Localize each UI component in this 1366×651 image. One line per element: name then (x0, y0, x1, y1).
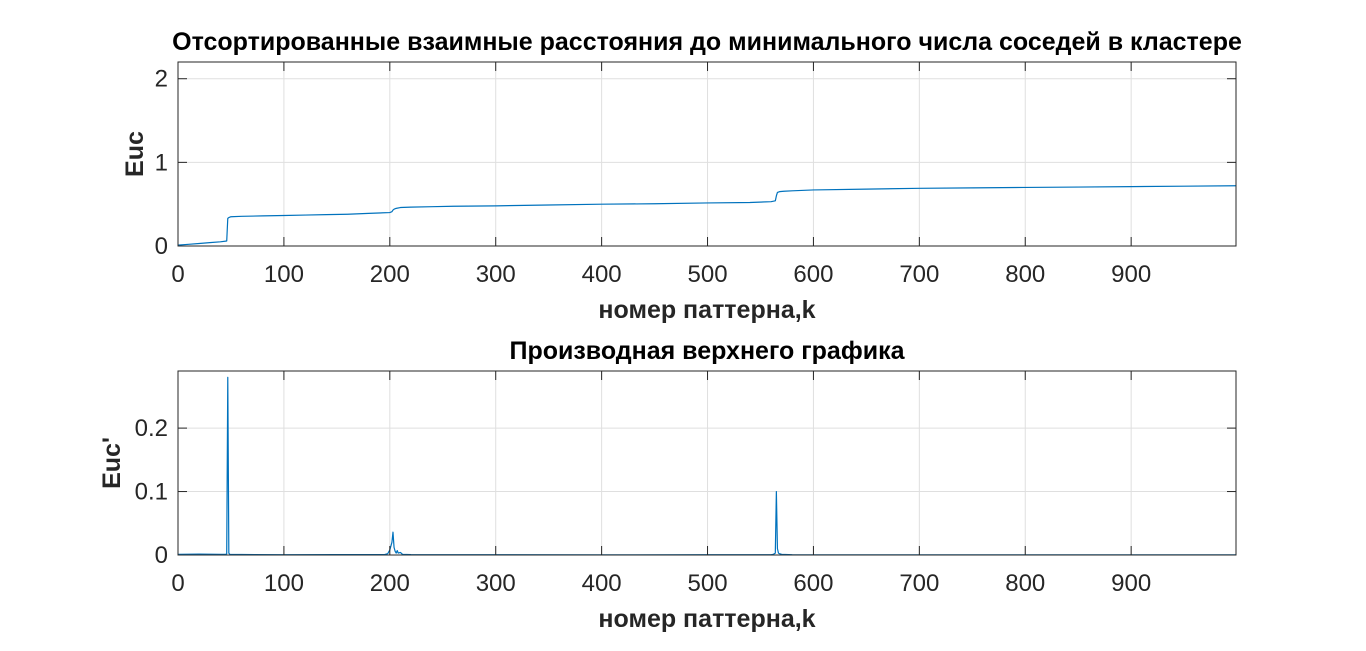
chart-title: Отсортированные взаимные расстояния до м… (172, 28, 1242, 56)
x-axis-label: номер паттерна,k (598, 296, 815, 324)
x-tick-label: 0 (171, 261, 184, 288)
y-tick-label: 0.1 (135, 479, 168, 506)
y-tick-label: 2 (155, 66, 168, 93)
x-tick-label: 200 (370, 570, 410, 597)
subplot-2: 0 100 200 300 400 500 600 700 800 900 0 0.1 0.2 Произ… (98, 337, 1237, 633)
x-tick-label: 100 (264, 570, 304, 597)
x-tick-label: 400 (582, 570, 622, 597)
x-tick-label: 300 (476, 261, 516, 288)
axes-frame (177, 61, 1237, 247)
x-axis-label: номер паттерна,k (598, 605, 815, 633)
x-tick-label: 300 (476, 570, 516, 597)
x-tick-label: 500 (688, 570, 728, 597)
x-tick-label: 800 (1005, 261, 1045, 288)
x-tick-label: 800 (1005, 570, 1045, 597)
x-tick-label: 500 (688, 261, 728, 288)
x-tick-label: 0 (171, 570, 184, 597)
x-tick-label: 600 (793, 261, 833, 288)
y-tick-label: 1 (155, 149, 168, 176)
y-tick-label: 0.2 (135, 415, 168, 442)
x-tick-label: 100 (264, 261, 304, 288)
chart-title: Производная верхнего графика (509, 337, 905, 365)
y-tick-label: 0 (155, 542, 168, 569)
series-line (177, 376, 1236, 556)
x-tick-label: 700 (899, 570, 939, 597)
x-tick-label: 700 (899, 261, 939, 288)
axes-background (177, 370, 1237, 556)
y-tick-label: 0 (155, 233, 168, 260)
axes-frame (177, 370, 1237, 556)
y-axis-label: Euc' (98, 437, 126, 489)
series-line (177, 185, 1237, 246)
y-axis-label: Euc (121, 131, 149, 177)
subplot-1: 0 100 200 300 400 500 600 700 800 900 0 1 2Отсортиро… (121, 28, 1242, 324)
x-tick-label: 200 (370, 261, 410, 288)
x-tick-label: 600 (793, 570, 833, 597)
axes-background (177, 61, 1237, 247)
x-tick-label: 900 (1111, 570, 1151, 597)
x-tick-label: 400 (582, 261, 622, 288)
x-tick-label: 900 (1111, 261, 1151, 288)
